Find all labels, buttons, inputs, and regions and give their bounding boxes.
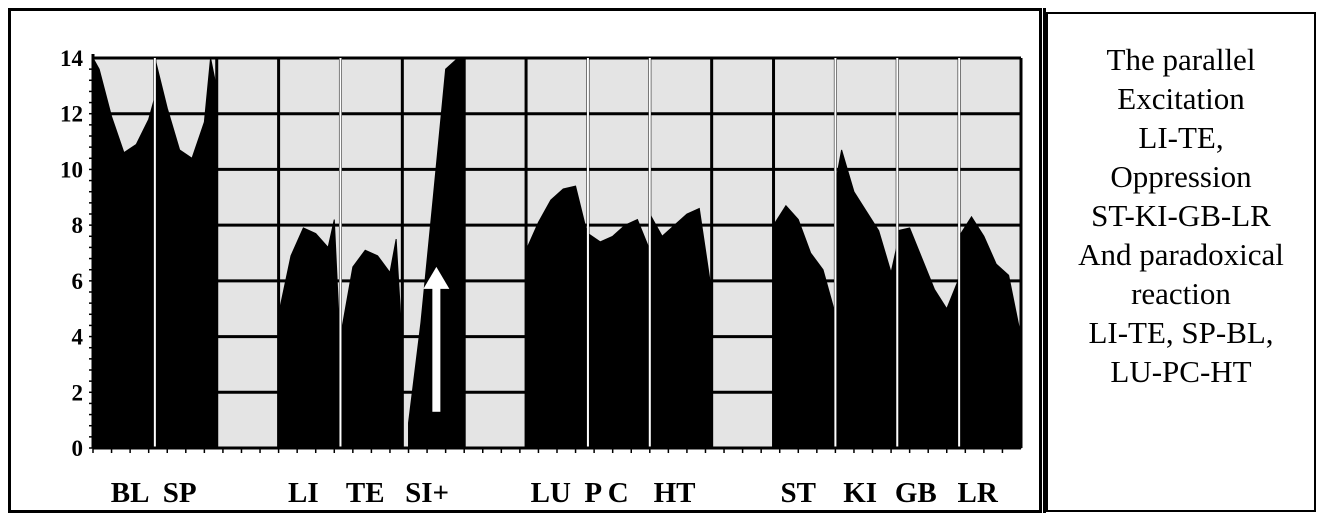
chart-frame: 0 2 4 6 8 10 12 14 BL SP LI TE SI+ LU P C HT ST KI GB LR: [8, 8, 1042, 513]
caption-line: The parallel: [1106, 42, 1256, 77]
caption-line: LU-PC-HT: [1110, 354, 1252, 389]
x-category-label: BL: [111, 477, 150, 509]
x-category-label: SI+: [405, 477, 449, 509]
x-category-label: P C: [584, 477, 628, 509]
caption-line: ST-KI-GB-LR: [1091, 198, 1271, 233]
caption-line: Oppression: [1110, 159, 1252, 194]
data-area-pc: [587, 218, 651, 449]
data-area-sp: [154, 57, 218, 449]
caption-panel: The parallel Excitation LI-TE, Oppression ST…: [1046, 12, 1316, 512]
x-category-label: HT: [654, 477, 696, 509]
caption-line: Excitation: [1117, 81, 1245, 116]
x-category-label: LR: [958, 477, 999, 509]
x-category-label: LI: [288, 477, 319, 509]
y-tick-label: 4: [72, 325, 84, 350]
data-area-ht: [649, 207, 713, 449]
x-category-label: ST: [781, 477, 816, 509]
chart-svg: 0 2 4 6 8 10 12 14 BL SP LI TE SI+ LU P C HT ST KI GB LR: [60, 46, 1023, 509]
data-area-si: [408, 57, 465, 449]
y-tick-label: 2: [72, 380, 84, 405]
caption-line: And paradoxical: [1078, 237, 1284, 272]
data-area-te: [339, 238, 403, 449]
caption-line: LI-TE, SP-BL,: [1088, 315, 1274, 350]
arrow-head: [423, 266, 450, 289]
caption-line: LI-TE,: [1138, 120, 1224, 155]
arrow-shaft: [432, 284, 441, 412]
x-category-label: LU: [531, 477, 571, 509]
caption-text: The parallel Excitation LI-TE, Oppression ST…: [1048, 14, 1314, 391]
x-category-label: KI: [843, 477, 877, 509]
x-category-label: GB: [895, 477, 937, 509]
y-tick-label: 12: [60, 102, 83, 127]
y-tick-label: 14: [60, 46, 84, 71]
data-area-lr: [958, 215, 1022, 449]
x-category-label: TE: [346, 477, 385, 509]
y-tick-label: 6: [72, 269, 84, 294]
panel-divider: [1043, 8, 1046, 513]
y-tick-label: 0: [72, 436, 84, 461]
y-tick-label: 10: [60, 157, 83, 182]
caption-line: reaction: [1131, 276, 1231, 311]
x-category-label: SP: [163, 477, 197, 509]
y-tick-label: 8: [72, 213, 84, 238]
